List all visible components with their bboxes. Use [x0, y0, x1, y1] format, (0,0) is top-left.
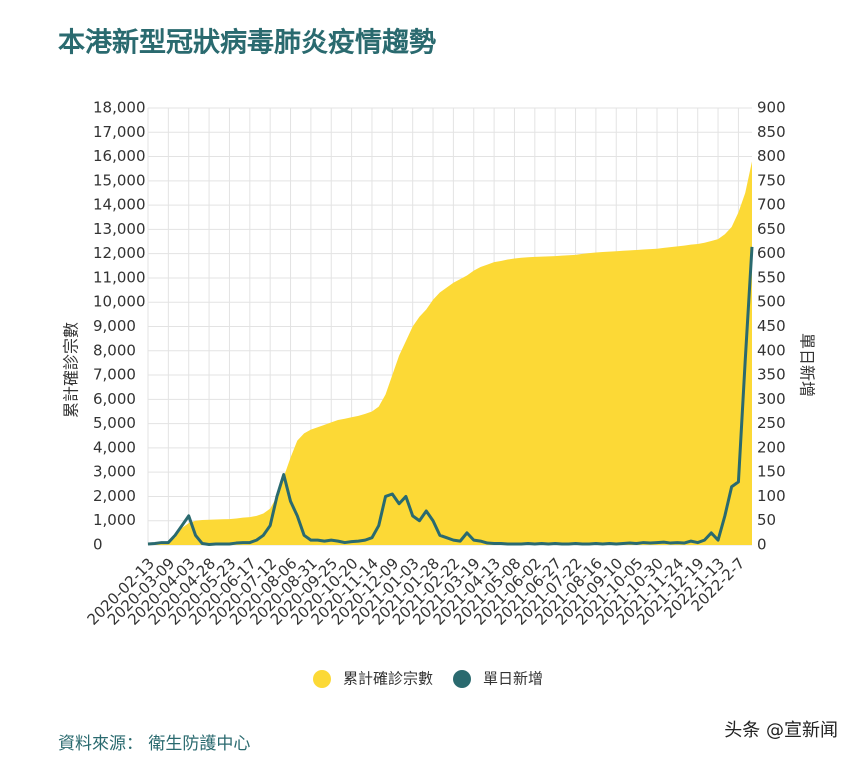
- legend-swatch: [453, 670, 471, 688]
- y2-tick-label: 600: [757, 244, 786, 262]
- y2-tick-label: 550: [757, 268, 786, 286]
- y-tick-label: 3,000: [93, 463, 136, 481]
- y2-tick-label: 200: [757, 438, 786, 456]
- y2-tick-label: 500: [757, 293, 786, 311]
- y-tick-label: 4,000: [93, 438, 136, 456]
- y-axis-title: 累計確診宗數: [62, 322, 81, 418]
- y-tick-label: 14,000: [93, 196, 146, 214]
- y2-tick-label: 50: [757, 511, 776, 529]
- y2-tick-label: 750: [757, 171, 786, 189]
- legend-label: 累計確診宗數: [343, 670, 433, 688]
- y-tick-label: 11,000: [93, 268, 146, 286]
- y2-tick-label: 450: [757, 317, 786, 335]
- y-tick-label: 13,000: [93, 220, 146, 238]
- y-tick-label: 12,000: [93, 244, 146, 262]
- y2-tick-label: 900: [757, 99, 786, 117]
- y-tick-label: 8,000: [93, 341, 136, 359]
- y2-tick-label: 300: [757, 390, 786, 408]
- y2-tick-label: 650: [757, 220, 786, 238]
- area: [148, 161, 752, 545]
- y-tick-label: 7,000: [93, 366, 136, 384]
- legend-label: 單日新增: [483, 670, 543, 688]
- legend-swatch: [313, 670, 331, 688]
- y2-tick-label: 400: [757, 341, 786, 359]
- y2-tick-label: 800: [757, 147, 786, 165]
- y-tick-label: 10,000: [93, 293, 146, 311]
- y2-axis-title: 單日新增: [798, 333, 817, 397]
- y2-tick-label: 350: [757, 366, 786, 384]
- y-tick-label: 15,000: [93, 171, 146, 189]
- y-tick-label: 9,000: [93, 317, 136, 335]
- y2-tick-label: 700: [757, 196, 786, 214]
- chart-title: 本港新型冠狀病毒肺炎疫情趨勢: [58, 27, 436, 59]
- y2-tick-label: 100: [757, 487, 786, 505]
- watermark: 头条 @宣新闻: [724, 720, 838, 741]
- source: 資料來源： 衛生防護中心: [58, 734, 250, 754]
- y2-tick-label: 250: [757, 414, 786, 432]
- y2-tick-label: 150: [757, 463, 786, 481]
- y-tick-label: 18,000: [93, 99, 146, 117]
- y-tick-label: 5,000: [93, 414, 136, 432]
- y-tick-label: 17,000: [93, 123, 146, 141]
- y-tick-label: 6,000: [93, 390, 136, 408]
- y-tick-label: 16,000: [93, 147, 146, 165]
- y-tick-label: 0: [93, 536, 103, 554]
- y2-tick-label: 850: [757, 123, 786, 141]
- line: [147, 246, 754, 547]
- y-tick-label: 2,000: [93, 487, 136, 505]
- y2-tick-label: 0: [757, 536, 767, 554]
- y-tick-label: 1,000: [93, 511, 136, 529]
